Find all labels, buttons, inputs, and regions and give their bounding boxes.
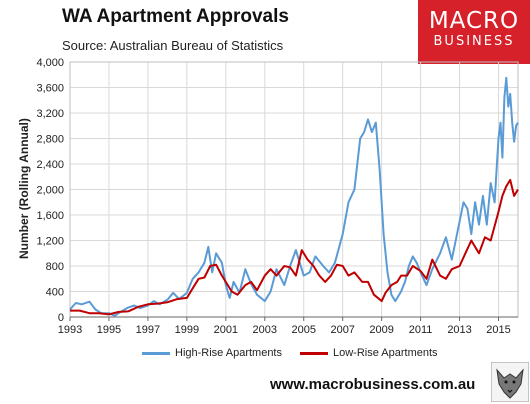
y-tick-label: 2,000 [36,185,64,197]
x-tick-label: 1997 [136,324,160,336]
legend-swatch-low-rise [300,351,328,355]
x-tick-label: 2015 [486,324,510,336]
x-tick-label: 1999 [175,324,199,336]
macrobusiness-logo: MACRO BUSINESS [418,0,530,64]
legend-swatch-high-rise [142,351,170,355]
y-tick-label: 3,200 [36,108,64,120]
x-tick-label: 2013 [447,324,471,336]
wolf-logo-icon [491,362,529,402]
legend-label-low-rise: Low-Rise Apartments [333,347,438,359]
x-tick-label: 2009 [369,324,393,336]
y-tick-label: 2,400 [36,159,64,171]
x-tick-label: 1993 [58,324,82,336]
legend-item-low-rise: Low-Rise Apartments [300,347,438,359]
y-tick-label: 3,600 [36,83,64,95]
y-tick-label: 4,000 [36,57,64,69]
y-tick-label: 2,800 [36,134,64,146]
y-tick-label: 800 [46,261,64,273]
x-tick-label: 2011 [409,324,433,336]
x-tick-label: 2005 [291,324,315,336]
y-tick-label: 1,200 [36,236,64,248]
x-tick-label: 2007 [330,324,354,336]
logo-line-macro: MACRO [428,8,520,34]
y-tick-label: 0 [58,312,64,324]
chart-source: Source: Australian Bureau of Statistics [62,38,284,53]
footer-url: www.macrobusiness.com.au [270,376,476,393]
legend-item-high-rise: High-Rise Apartments [142,347,282,359]
legend-label-high-rise: High-Rise Apartments [175,347,282,359]
logo-line-business: BUSINESS [433,34,515,49]
series-line-low-rise [70,178,519,316]
y-tick-label: 1,600 [36,210,64,222]
y-tick-label: 400 [46,287,64,299]
series-line-high-rise [69,76,519,317]
x-tick-label: 1995 [97,324,121,336]
x-tick-label: 2003 [253,324,277,336]
chart-title: WA Apartment Approvals [62,6,289,27]
x-tick-label: 2001 [214,324,238,336]
